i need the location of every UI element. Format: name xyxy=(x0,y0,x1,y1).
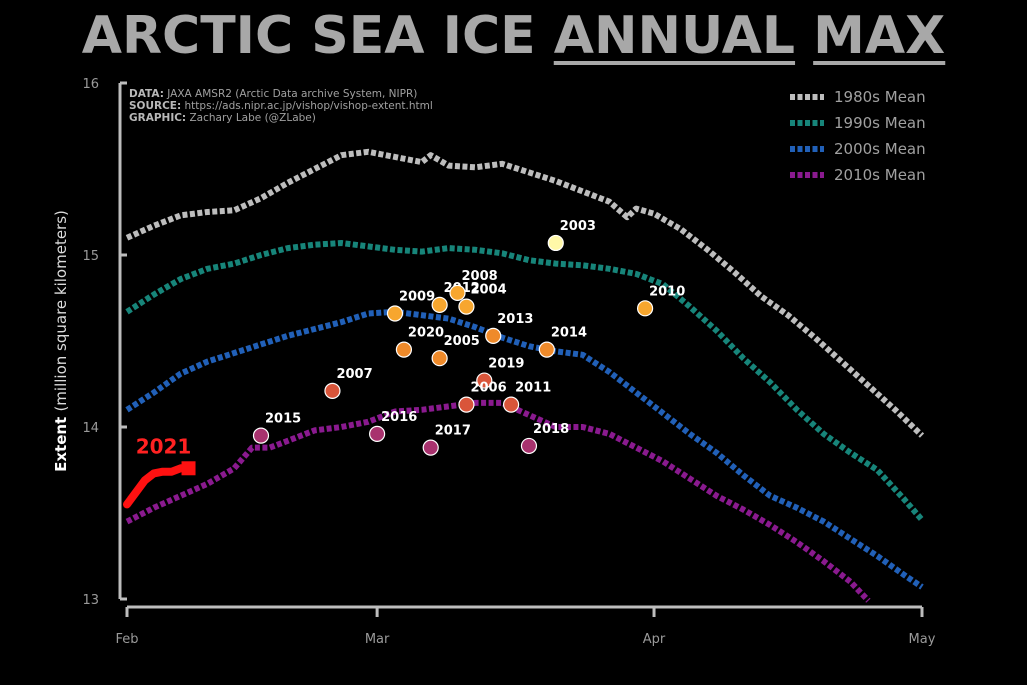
max-point-2005 xyxy=(431,350,448,367)
legend-label-1990s-mean: 1990s Mean xyxy=(834,114,926,132)
y-tick-label: 13 xyxy=(82,593,99,608)
max-point-2004 xyxy=(458,298,475,315)
chart-title: ARCTIC SEA ICE ANNUAL MAX xyxy=(0,6,1027,66)
max-point-2017 xyxy=(422,439,439,456)
max-point-2006 xyxy=(458,396,475,413)
series-line-1980s-mean xyxy=(125,148,925,438)
y-tick-label: 16 xyxy=(82,77,99,92)
max-label-2006: 2006 xyxy=(470,381,506,396)
max-label-2019: 2019 xyxy=(488,357,524,372)
max-label-2005: 2005 xyxy=(444,334,480,349)
label-2021: 2021 xyxy=(136,434,192,458)
max-label-2011: 2011 xyxy=(515,381,551,396)
y-tick-label: 15 xyxy=(82,249,99,264)
series-line-2021 xyxy=(123,464,194,509)
series-line-2000s-mean xyxy=(125,308,924,590)
credit-source: SOURCE: https://ads.nipr.ac.jp/vishop/vi… xyxy=(129,100,433,112)
series-line-2010s-mean xyxy=(125,399,871,603)
title-part-2: ANNUAL xyxy=(553,6,796,66)
legend-label-2010s-mean: 2010s Mean xyxy=(834,166,926,184)
max-label-2017: 2017 xyxy=(435,424,471,439)
max-point-2008 xyxy=(449,284,466,301)
max-point-2007 xyxy=(324,382,341,399)
max-label-2007: 2007 xyxy=(336,367,372,382)
max-label-2016: 2016 xyxy=(381,410,417,425)
max-label-2004: 2004 xyxy=(470,283,506,298)
max-point-2016 xyxy=(369,425,386,442)
credit-graphic: GRAPHIC: Zachary Labe (@ZLabe) xyxy=(129,112,316,124)
max-point-2018 xyxy=(520,437,538,455)
max-label-2014: 2014 xyxy=(551,326,587,341)
legend-label-1980s-mean: 1980s Mean xyxy=(834,88,926,106)
x-tick-label: Feb xyxy=(115,632,138,647)
credit-data: DATA: JAXA AMSR2 (Arctic Data archive Sy… xyxy=(129,88,418,100)
series-line-1990s-mean xyxy=(125,240,925,522)
max-point-2015 xyxy=(252,427,270,444)
max-point-2013 xyxy=(485,327,502,344)
max-label-2009: 2009 xyxy=(399,289,435,304)
max-point-2009 xyxy=(386,305,404,322)
max-label-2010: 2010 xyxy=(649,284,685,299)
title-part-3: MAX xyxy=(813,6,946,66)
max-point-2014 xyxy=(538,341,555,358)
title-part-1: ARCTIC SEA ICE xyxy=(81,6,536,66)
max-point-2019 xyxy=(476,372,493,389)
x-tick-label: Apr xyxy=(643,632,666,647)
max-point-2012 xyxy=(431,296,448,313)
legend-label-2000s-mean: 2000s Mean xyxy=(834,140,926,158)
max-label-2013: 2013 xyxy=(497,312,533,327)
max-label-2008: 2008 xyxy=(462,269,498,284)
marker-2021-end xyxy=(181,461,196,476)
max-point-2003 xyxy=(547,234,564,252)
max-label-2018: 2018 xyxy=(533,422,569,437)
credits-block: DATA: JAXA AMSR2 (Arctic Data archive Sy… xyxy=(129,88,433,124)
max-label-2015: 2015 xyxy=(265,412,301,427)
x-tick-label: Mar xyxy=(365,632,390,647)
max-point-2020 xyxy=(395,341,413,358)
max-label-2003: 2003 xyxy=(560,219,596,234)
max-label-2020: 2020 xyxy=(408,326,444,341)
max-point-2011 xyxy=(503,396,520,413)
x-tick-label: May xyxy=(909,632,936,647)
max-point-2010 xyxy=(636,300,654,317)
y-axis-label: Extent (million square kilometers) xyxy=(52,210,70,472)
y-tick-label: 14 xyxy=(82,421,99,436)
